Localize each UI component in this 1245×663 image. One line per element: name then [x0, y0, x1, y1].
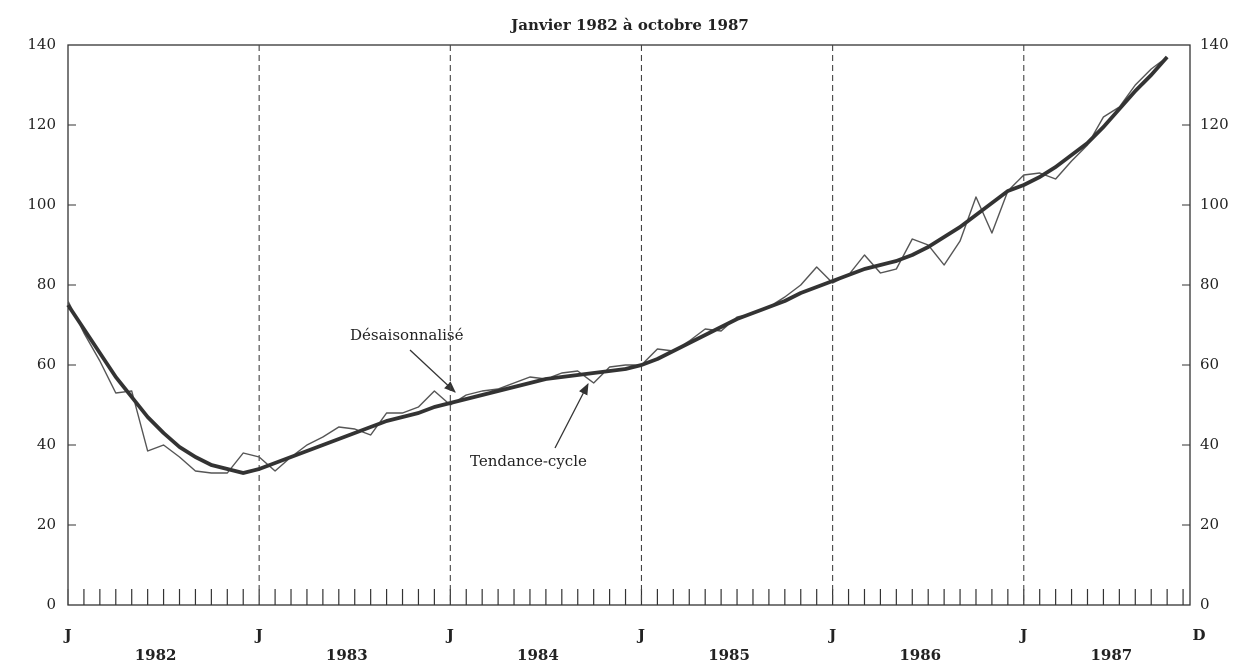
y-tick-label: 60 — [37, 355, 56, 373]
y-tick-label: 120 — [27, 115, 56, 133]
year-label: 1986 — [899, 646, 941, 663]
year-label: 1982 — [135, 646, 177, 663]
y2-tick-label: 40 — [1200, 435, 1219, 453]
y-tick-label: 20 — [37, 515, 56, 533]
chart-title: Janvier 1982 à octobre 1987 — [509, 16, 749, 34]
arrow — [554, 382, 589, 449]
year-label: 1983 — [326, 646, 368, 663]
series-line — [67, 56, 1168, 474]
x-tick-label: J — [1018, 626, 1027, 644]
plot-frame — [67, 44, 1191, 606]
x-tick-label: J — [445, 626, 454, 644]
y-tick-label: 0 — [46, 595, 56, 613]
series-line — [66, 55, 1169, 475]
x-tick-label: J — [254, 626, 263, 644]
year-label: 1987 — [1091, 646, 1133, 663]
y-tick-label: 100 — [27, 195, 56, 213]
annotation: Tendance-cycle — [470, 452, 587, 470]
y-tick-label: 80 — [37, 275, 56, 293]
y-tick-label: 40 — [37, 435, 56, 453]
y2-tick-label: 140 — [1200, 35, 1229, 53]
y2-tick-label: 120 — [1200, 115, 1229, 133]
y2-tick-label: 0 — [1200, 595, 1210, 613]
x-tick-label: J — [62, 626, 71, 644]
y2-tick-label: 20 — [1200, 515, 1219, 533]
y2-tick-label: 60 — [1200, 355, 1219, 373]
year-label: 1984 — [517, 646, 559, 663]
x-tick-label: D — [1192, 626, 1205, 644]
x-tick-label: J — [636, 626, 645, 644]
x-tick-label: J — [827, 626, 836, 644]
y2-tick-label: 100 — [1200, 195, 1229, 213]
y-tick-label: 140 — [27, 35, 56, 53]
y2-tick-label: 80 — [1200, 275, 1219, 293]
annotation: Désaisonnalisé — [350, 326, 464, 344]
arrow — [409, 349, 456, 393]
year-label: 1985 — [708, 646, 750, 663]
